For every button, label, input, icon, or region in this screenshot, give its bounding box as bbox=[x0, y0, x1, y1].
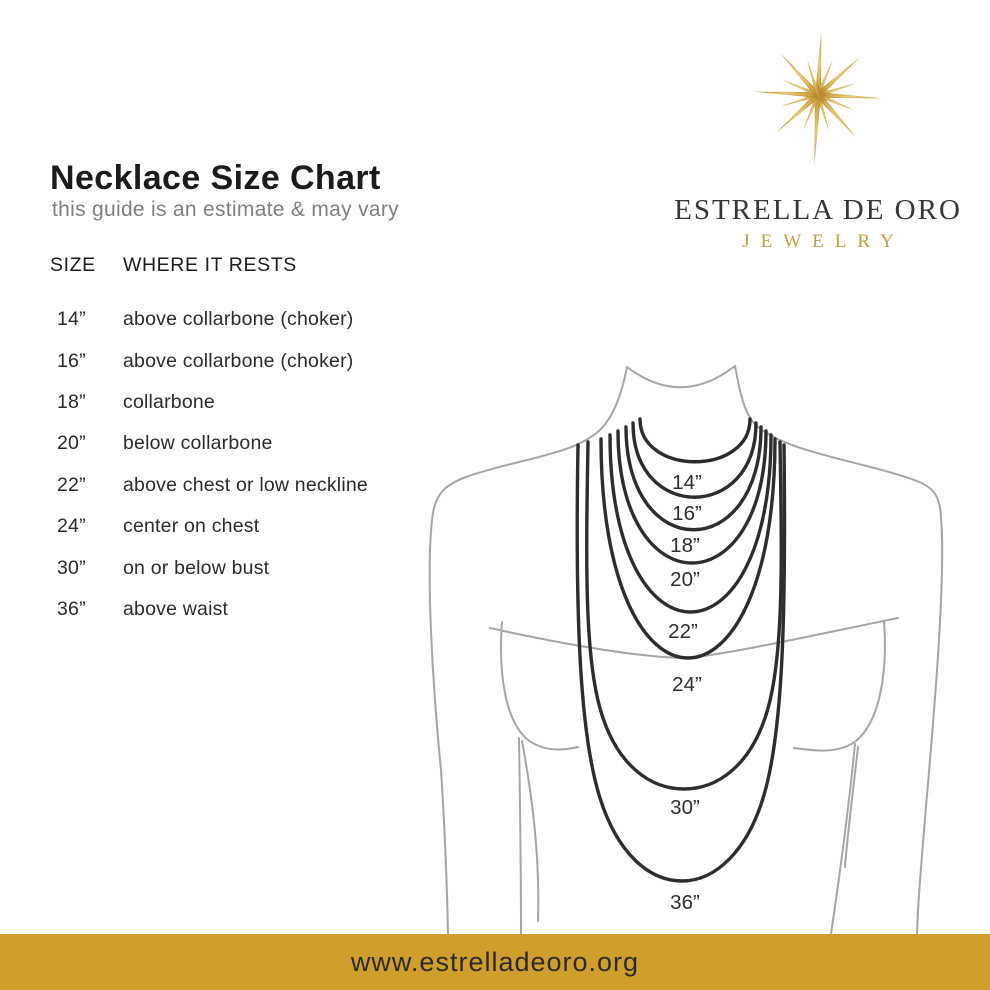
necklace-label-16: 16” bbox=[672, 502, 702, 525]
necklace-label-20: 20” bbox=[670, 568, 700, 591]
rest-cell: below collarbone bbox=[123, 432, 273, 455]
column-header-rest: WHERE IT RESTS bbox=[123, 254, 297, 276]
necklace-curve-30 bbox=[585, 440, 783, 791]
rest-cell: above chest or low neckline bbox=[123, 473, 368, 496]
size-cell: 18” bbox=[57, 390, 86, 413]
rest-cell: center on chest bbox=[123, 515, 260, 538]
table-row: 30” on or below bust bbox=[50, 547, 460, 588]
necklace-label-14: 14” bbox=[672, 471, 702, 494]
necklace-label-18: 18” bbox=[670, 534, 700, 557]
table-row: 14” above collarbone (choker) bbox=[50, 299, 460, 340]
rest-cell: above collarbone (choker) bbox=[123, 308, 354, 331]
right-bust-line bbox=[793, 620, 886, 752]
table-row: 16” above collarbone (choker) bbox=[50, 340, 460, 381]
necklace-label-36: 36” bbox=[670, 891, 700, 914]
right-underarm-line bbox=[830, 743, 856, 934]
table-row: 22” above chest or low neckline bbox=[50, 465, 460, 506]
table-row: 36” above waist bbox=[50, 589, 460, 630]
torso-outline bbox=[428, 365, 944, 934]
necklace-diagram: 14” 16” 18” 20” 22” 24” 30” 36” bbox=[428, 365, 944, 934]
size-cell: 36” bbox=[57, 597, 86, 620]
size-cell: 14” bbox=[57, 308, 86, 331]
size-cell: 20” bbox=[57, 432, 86, 455]
footer-url: www.estrelladeoro.org bbox=[350, 947, 640, 977]
size-table: 14” above collarbone (choker) 16” above … bbox=[50, 299, 460, 630]
left-neck-shoulder-arm-line bbox=[428, 366, 628, 934]
necklace-curve-14 bbox=[638, 417, 752, 464]
table-row: 20” below collarbone bbox=[50, 423, 460, 464]
size-table-header: SIZE WHERE IT RESTS bbox=[50, 254, 450, 282]
starburst-icon bbox=[753, 32, 883, 166]
size-cell: 16” bbox=[57, 349, 86, 372]
necklace-curves bbox=[575, 417, 787, 883]
necklace-label-24: 24” bbox=[672, 673, 702, 696]
footer-bar: www.estrelladeoro.org bbox=[0, 934, 990, 990]
rest-cell: collarbone bbox=[123, 390, 215, 413]
size-cell: 30” bbox=[57, 556, 86, 579]
size-cell: 24” bbox=[57, 515, 86, 538]
necklace-label-22: 22” bbox=[668, 620, 698, 643]
left-side-line bbox=[521, 740, 540, 922]
page-title: Necklace Size Chart bbox=[50, 159, 381, 197]
rest-cell: on or below bust bbox=[123, 556, 270, 579]
left-bust-line bbox=[500, 621, 579, 751]
necklace-curve-18 bbox=[624, 425, 763, 532]
necklace-label-30: 30” bbox=[670, 796, 700, 819]
necklace-curve-24 bbox=[599, 437, 777, 660]
chin-line bbox=[626, 365, 736, 389]
necklace-curve-16 bbox=[631, 421, 758, 499]
starburst-rays bbox=[753, 32, 883, 166]
brand-name: ESTRELLA DE ORO bbox=[674, 194, 962, 226]
necklace-curve-20 bbox=[616, 429, 768, 565]
column-header-size: SIZE bbox=[50, 254, 96, 276]
right-side-line bbox=[844, 746, 859, 868]
table-row: 18” collarbone bbox=[50, 382, 460, 423]
rest-cell: above collarbone (choker) bbox=[123, 349, 354, 372]
size-cell: 22” bbox=[57, 473, 86, 496]
necklace-curve-22 bbox=[608, 433, 773, 614]
necklace-curve-36 bbox=[575, 443, 787, 883]
brand-tagline: JEWELRY bbox=[742, 231, 905, 252]
left-underarm-line bbox=[518, 737, 522, 934]
necklace-labels: 14” 16” 18” 20” 22” 24” 30” 36” bbox=[668, 471, 702, 914]
table-row: 24” center on chest bbox=[50, 506, 460, 547]
page-subtitle: this guide is an estimate & may vary bbox=[52, 198, 399, 221]
rest-cell: above waist bbox=[123, 597, 229, 620]
